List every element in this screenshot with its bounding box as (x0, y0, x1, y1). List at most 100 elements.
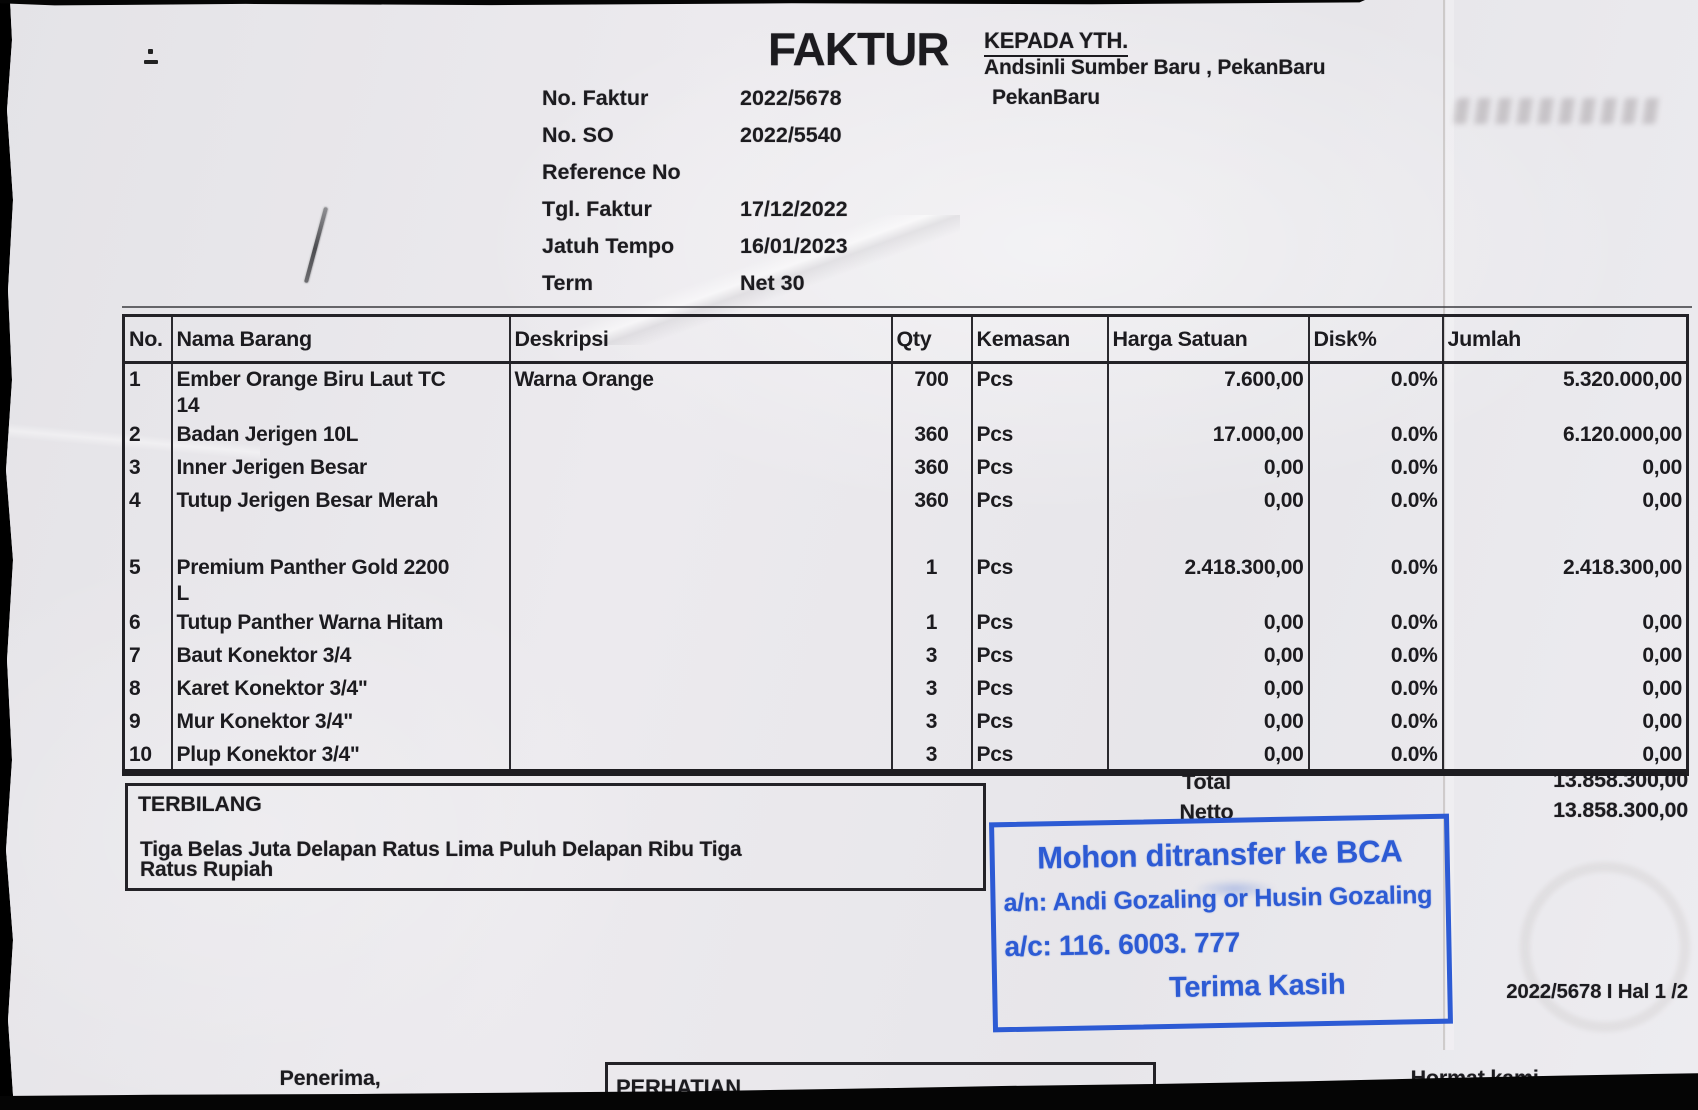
meta-row: No. SO 2022/5540 (542, 123, 848, 160)
item-name: Mur Konektor 3/4" (171, 706, 511, 739)
meta-value: 2022/5678 (740, 86, 842, 110)
item-unit: Pcs (971, 552, 1109, 607)
meta-row: No. Faktur 2022/5678 (542, 86, 848, 123)
item-amount: 0,00 (1442, 607, 1689, 640)
pen-mark (148, 49, 153, 54)
item-name: Tutup Jerigen Besar Merah (171, 485, 511, 552)
item-desc (509, 452, 893, 485)
item-no: 8 (123, 673, 173, 706)
table-row: 9 Mur Konektor 3/4" 3 Pcs 0,00 0.0% 0,00 (123, 706, 1689, 739)
meta-row: Reference No (542, 160, 848, 197)
item-amount: 0,00 (1442, 452, 1689, 485)
table-row: 1 Ember Orange Biru Laut TC 14 Warna Ora… (123, 362, 1689, 419)
item-qty: 3 (891, 673, 973, 706)
item-no: 10 (123, 739, 173, 772)
meta-label: Tgl. Faktur (542, 197, 652, 221)
item-no: 6 (123, 607, 173, 640)
item-no: 5 (123, 552, 173, 607)
item-price: 0,00 (1107, 452, 1310, 485)
bank-transfer-stamp: Mohon ditransfer ke BCA a/n: Andi Gozali… (989, 813, 1453, 1033)
hormat-kami-label: Hormat kami, (1410, 1066, 1545, 1090)
table-row: 7 Baut Konektor 3/4 3 Pcs 0,00 0.0% 0,00 (123, 640, 1689, 673)
item-price: 0,00 (1107, 706, 1310, 739)
meta-value: Net 30 (740, 271, 805, 295)
table-row: 6 Tutup Panther Warna Hitam 1 Pcs 0,00 0… (123, 607, 1689, 640)
invoice-meta: No. Faktur 2022/5678 No. SO 2022/5540 Refe… (542, 86, 848, 308)
item-unit: Pcs (971, 706, 1109, 739)
item-discount: 0.0% (1308, 706, 1444, 739)
item-unit: Pcs (971, 607, 1109, 640)
item-discount: 0.0% (1308, 673, 1444, 706)
item-no: 7 (123, 640, 173, 673)
item-amount: 0,00 (1442, 485, 1689, 552)
netto-value: 13.858.300,00 (1553, 798, 1688, 822)
terbilang-box: TERBILANG Tiga Belas Juta Delapan Ratus … (125, 783, 986, 891)
item-price: 17.000,00 (1107, 419, 1310, 452)
staple (303, 206, 329, 284)
item-qty: 360 (891, 452, 973, 485)
col-disk: Disk% (1308, 315, 1444, 364)
col-deskripsi: Deskripsi (509, 315, 893, 364)
item-price: 0,00 (1107, 640, 1310, 673)
faint-stamp-watermark (1520, 862, 1690, 1032)
item-amount: 5.320.000,00 (1442, 362, 1689, 419)
item-qty: 3 (891, 739, 973, 772)
item-no: 1 (123, 362, 173, 419)
terbilang-label: TERBILANG (138, 792, 262, 816)
recipient-label: KEPADA YTH. (984, 28, 1128, 57)
item-desc: Warna Orange (509, 362, 893, 419)
recipient-city: PekanBaru (992, 86, 1100, 109)
table-row: 4 Tutup Jerigen Besar Merah 360 Pcs 0,00… (123, 485, 1689, 552)
item-name: Baut Konektor 3/4 (171, 640, 511, 673)
item-qty: 3 (891, 706, 973, 739)
pen-mark (144, 60, 158, 64)
scan-edge-top (0, 0, 1365, 6)
page-reference: 2022/5678 I Hal 1 /2 (1506, 980, 1688, 1003)
item-qty: 700 (891, 362, 973, 419)
item-discount: 0.0% (1308, 552, 1444, 607)
item-amount: 0,00 (1442, 640, 1689, 673)
item-amount: 6.120.000,00 (1442, 419, 1689, 452)
recipient-name: Andsinli Sumber Baru , PekanBaru (984, 56, 1326, 79)
meta-label: Reference No (542, 160, 681, 184)
item-name: Ember Orange Biru Laut TC 14 (171, 362, 511, 419)
meta-label: No. SO (542, 123, 614, 147)
table-header-row: No. Nama Barang Deskripsi Qty Kemasan Ha… (123, 315, 1689, 364)
item-name: Inner Jerigen Besar (171, 452, 511, 485)
meta-label: Jatuh Tempo (542, 234, 675, 258)
item-name: Karet Konektor 3/4" (171, 673, 511, 706)
item-qty: 360 (891, 419, 973, 452)
item-price: 0,00 (1107, 673, 1310, 706)
table-top-rule (122, 306, 1692, 308)
table-row: 10 Plup Konektor 3/4" 3 Pcs 0,00 0.0% 0,… (123, 739, 1689, 772)
item-price: 0,00 (1107, 739, 1310, 772)
item-amount: 0,00 (1442, 706, 1689, 739)
item-name: Premium Panther Gold 2200 L (171, 552, 511, 607)
item-discount: 0.0% (1308, 362, 1444, 419)
item-price: 0,00 (1107, 607, 1310, 640)
meta-label: Term (542, 271, 593, 295)
item-unit: Pcs (971, 419, 1109, 452)
meta-row: Jatuh Tempo 16/01/2023 (542, 234, 848, 271)
item-name: Badan Jerigen 10L (171, 419, 511, 452)
col-harga-satuan: Harga Satuan (1107, 315, 1310, 364)
item-unit: Pcs (971, 485, 1109, 552)
item-no: 9 (123, 706, 173, 739)
item-unit: Pcs (971, 452, 1109, 485)
item-amount: 0,00 (1442, 673, 1689, 706)
total-value: 13.858.300,00 (1553, 768, 1688, 792)
item-name: Plup Konektor 3/4" (171, 739, 511, 772)
perhatian-label: PERHATIAN (616, 1075, 741, 1100)
ink-bleedthrough (1453, 98, 1662, 124)
table-row: 2 Badan Jerigen 10L 360 Pcs 17.000,00 0.… (123, 419, 1689, 452)
stamp-line-account-number: a/c: 116. 6003. 777 (1004, 926, 1241, 963)
perhatian-box: PERHATIAN (605, 1062, 1156, 1110)
meta-row: Term Net 30 (542, 271, 848, 308)
item-discount: 0.0% (1308, 419, 1444, 452)
item-qty: 3 (891, 640, 973, 673)
item-unit: Pcs (971, 640, 1109, 673)
tanda-tangan-label: Tanda Tangan / Cap (248, 1092, 447, 1110)
item-qty: 1 (891, 607, 973, 640)
item-desc (509, 640, 893, 673)
